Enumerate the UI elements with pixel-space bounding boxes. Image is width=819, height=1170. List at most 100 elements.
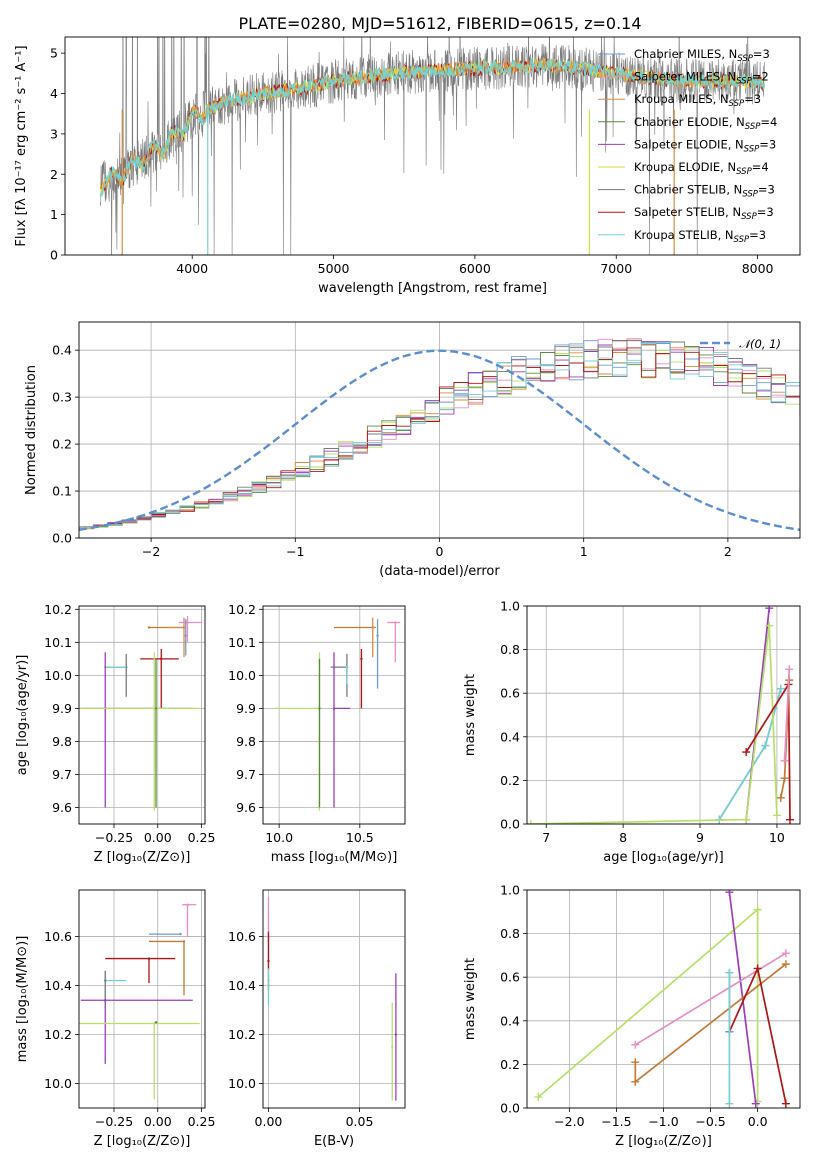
panel-mass-age: 10.0 10.5 9.6 9.7 9.8 9.9 10.0 10.1 10.2 mass [lo… [228,602,406,865]
histogram-salpeter_miles [79,338,800,529]
x-tick-label: 0.25 [188,830,216,845]
y-axis-label: mass weight [463,674,478,756]
data-point [345,665,349,669]
data-point [391,1045,394,1048]
model-spectrum-kroupa_stelib [99,57,765,197]
weight-marker [527,820,535,824]
x-axis-label: E(B-V) [314,1134,354,1149]
weight-marker [534,1093,543,1102]
y-axis-label: age [log₁₀(age/yr)] [15,655,30,776]
weight-series-chabrier_miles [718,688,782,821]
y-tick-label: 0.2 [52,437,72,452]
x-tick-label: −2.0 [554,1114,584,1129]
data-point [153,1022,156,1025]
x-tick-label: 10 [769,830,785,845]
data-point [147,626,151,629]
plot-area-mass-age [274,617,401,811]
y-tick-label: 9.7 [236,767,256,782]
weight-series-teal [718,688,782,821]
x-tick-label: −1.5 [601,1114,631,1129]
histogram-chabrier_miles [79,340,800,529]
x-tick-label: 0 [436,544,444,559]
data-point [104,999,107,1002]
data-point [267,979,270,982]
y-tick-label: 10.2 [228,1027,256,1042]
plot-area-residuals [79,338,800,531]
x-tick-label: 5000 [318,261,350,276]
y-tick-label: 2 [50,167,58,182]
y-tick-label: 10.4 [44,978,72,993]
legend-entry: Kroupa ELODIE, NSSP=4 [634,160,769,177]
weight-marker [753,905,762,914]
y-tick-label: 0.8 [500,926,520,941]
x-axis-label: mass [log₁₀(M/M⊙)] [271,850,398,865]
weight-marker [742,748,751,757]
data-point [267,959,270,963]
x-tick-label: 9 [696,830,704,845]
legend-entry: Chabrier MILES, NSSP=3 [634,47,770,64]
weight-marker [765,621,774,630]
histogram-chabrier_elodie [79,347,800,529]
x-tick-label: −1 [286,544,304,559]
plot-area-z-mass [79,903,200,1100]
weight-marker [776,793,785,802]
y-axis-label: Normed distribution [24,365,39,495]
legend-entry: Chabrier STELIB, NSSP=3 [634,183,775,200]
x-axis-label: Z [log₁₀(Z/Z⊙)] [615,1134,712,1149]
histogram-salpeter_elodie [79,339,800,528]
y-tick-label: 10.2 [44,1027,72,1042]
data-point [153,707,156,710]
y-tick-label: 10.1 [228,635,256,650]
data-point [360,657,363,661]
legend-entry: Chabrier ELODIE, NSSP=4 [634,115,777,132]
weight-marker [631,1058,640,1067]
y-tick-label: 0.0 [500,817,520,832]
x-tick-label: 6000 [459,261,491,276]
y-tick-label: 0.4 [500,1013,520,1028]
y-tick-label: 10.0 [44,668,72,683]
x-axis-label: age [log₁₀(age/yr)] [603,850,724,865]
panel-z-age: −0.25 0.00 0.25 9.6 9.7 9.8 9.9 10.0 10.1 10.2 Z [… [15,602,215,865]
weight-marker [780,756,789,765]
x-tick-label: −0.25 [95,830,133,845]
panel-z-weight: −2.0 −1.5 −1.0 −0.5 0.0 0.0 0.2 0.4 0.6 0.8 1.0 Z [… [463,883,801,1149]
axes-frame [64,36,801,256]
data-point [186,621,189,624]
y-tick-label: 5 [50,46,58,61]
data-point [104,979,107,982]
x-axis-label: (data-model)/error [379,564,500,579]
y-axis-label: mass [log₁₀(M/M⊙)] [15,936,30,1063]
figure-title: PLATE=0280, MJD=51612, FIBERID=0615, z=0… [238,14,641,33]
panel-z-mass: −0.25 0.00 0.25 10.0 10.2 10.4 10.6 Z [log₁₀(Z/… [15,889,216,1149]
weight-marker [725,890,734,897]
histogram-salpeter_stelib [79,347,800,528]
axes-frame [78,889,206,1109]
x-tick-label: 1 [580,544,588,559]
y-tick-label: 1.0 [500,599,520,614]
y-tick-label: 0.2 [500,1057,520,1072]
weight-series-salpeter_miles [783,669,791,761]
x-tick-label: 2 [724,544,732,559]
data-point [154,707,158,710]
x-tick-label: −1.0 [648,1114,678,1129]
x-tick-label: 0.25 [188,1114,216,1129]
x-tick-label: 10.0 [265,830,293,845]
data-point [184,634,187,637]
y-tick-label: 1 [50,207,58,222]
plot-area-z-weight [534,890,790,1108]
histogram-teal [79,342,800,528]
axes-frame [262,605,406,825]
y-tick-label: 0.0 [52,531,72,546]
y-tick-label: 10.0 [228,668,256,683]
y-axis-label: Flux [fλ 10⁻¹⁷ erg cm⁻² s⁻¹ A⁻¹] [14,45,29,246]
data-point [182,940,186,943]
legend-entry: Salpeter STELIB, NSSP=3 [634,205,774,222]
y-tick-label: 9.9 [52,701,72,716]
weight-marker [753,964,762,973]
y-tick-label: 10.4 [228,978,256,993]
weight-marker [780,774,789,783]
weight-marker [765,606,774,613]
x-tick-label: 8000 [742,261,774,276]
x-axis-label: wavelength [Angstrom, rest frame] [318,281,547,296]
